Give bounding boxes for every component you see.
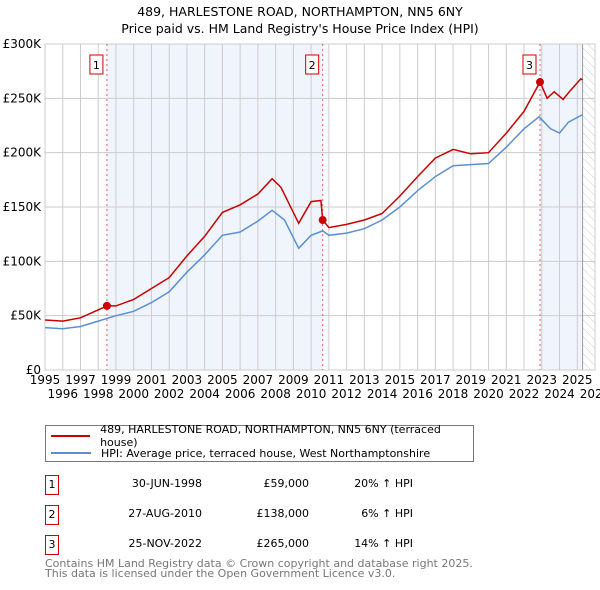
y-tick-label: £250K xyxy=(3,91,43,105)
x-tick-label: 1997 xyxy=(65,373,96,387)
sale-hpi: 6% ↑ HPI xyxy=(361,507,413,520)
plot-border xyxy=(44,43,596,371)
sale-date: 27-AUG-2010 xyxy=(128,507,202,520)
x-tick-label: 2013 xyxy=(349,373,380,387)
x-tick-label: 1995 xyxy=(30,373,61,387)
x-tick-label: 2019 xyxy=(456,373,487,387)
legend-label-property: 489, HARLESTONE ROAD, NORTHAMPTON, NN5 6… xyxy=(100,423,441,449)
sale-point xyxy=(102,301,111,310)
x-tick-label: 2007 xyxy=(243,373,274,387)
sale-label-box xyxy=(522,54,537,75)
sale-date: 30-JUN-1998 xyxy=(131,477,202,490)
sale-hpi: 20% ↑ HPI xyxy=(354,477,413,490)
x-tick-label: 1999 xyxy=(101,373,132,387)
x-tick-label: 2017 xyxy=(420,373,451,387)
price-chart: £0£50K£100K£150K£200K£250K£300K199519961… xyxy=(3,37,600,401)
x-tick-label: 2004 xyxy=(189,387,220,401)
sale-number: 2 xyxy=(45,505,59,525)
x-tick-label: 2000 xyxy=(118,387,149,401)
x-tick-label: 2026 xyxy=(580,387,600,401)
x-tick-label: 2022 xyxy=(509,387,540,401)
x-tick-label: 2023 xyxy=(527,373,558,387)
x-tick-label: 2024 xyxy=(544,387,575,401)
legend-swatch-hpi xyxy=(51,452,91,454)
x-tick-label: 2005 xyxy=(207,373,238,387)
y-tick-label: £150K xyxy=(3,200,43,214)
footer: Contains HM Land Registry data © Crown c… xyxy=(45,557,473,580)
sale-date: 25-NOV-2022 xyxy=(128,537,202,550)
x-tick-label: 2008 xyxy=(260,387,291,401)
x-tick-label: 2021 xyxy=(491,373,522,387)
y-tick-label: £200K xyxy=(3,146,43,160)
x-tick-label: 2002 xyxy=(154,387,185,401)
x-tick-label: 2009 xyxy=(278,373,309,387)
x-tick-label: 2003 xyxy=(172,373,203,387)
x-tick-label: 2016 xyxy=(402,387,433,401)
sale-number: 1 xyxy=(45,475,59,495)
sale-row: 3 25-NOV-2022 £265,000 14% ↑ HPI xyxy=(45,535,445,555)
x-tick-label: 2006 xyxy=(225,387,256,401)
sale-price: £265,000 xyxy=(256,537,310,550)
x-tick-label: 2025 xyxy=(562,373,593,387)
sale-row: 1 30-JUN-1998 £59,000 20% ↑ HPI xyxy=(45,475,445,495)
property-price-line xyxy=(44,77,583,322)
sale-point xyxy=(536,78,544,87)
x-tick-label: 1996 xyxy=(47,387,78,401)
legend: 489, HARLESTONE ROAD, NORTHAMPTON, NN5 6… xyxy=(45,423,474,462)
sale-row: 2 27-AUG-2010 £138,000 6% ↑ HPI xyxy=(45,505,445,525)
x-tick-label: 2011 xyxy=(314,373,345,387)
legend-swatch-property xyxy=(51,435,91,437)
sale-price: £138,000 xyxy=(256,507,310,520)
y-tick-label: £300K xyxy=(3,37,43,51)
chart-title: 489, HARLESTONE ROAD, NORTHAMPTON, NN5 6… xyxy=(137,4,463,19)
sale-number: 3 xyxy=(45,535,59,555)
sale-label: 3 xyxy=(526,59,533,72)
sale-point xyxy=(318,216,327,225)
x-tick-label: 2010 xyxy=(296,387,327,401)
x-tick-label: 2001 xyxy=(136,373,167,387)
chart-subtitle: Price paid vs. HM Land Registry's House … xyxy=(121,21,479,36)
sale-price: £59,000 xyxy=(263,477,310,490)
x-tick-label: 2012 xyxy=(331,387,362,401)
x-tick-label: 2020 xyxy=(473,387,504,401)
sale-hpi: 14% ↑ HPI xyxy=(354,537,413,550)
legend-label-hpi: HPI: Average price, terraced house, West… xyxy=(101,446,431,460)
sale-label: 2 xyxy=(309,59,316,72)
sale-label-box xyxy=(305,54,320,75)
y-tick-label: £50K xyxy=(10,309,42,323)
sale-label-box xyxy=(89,54,104,75)
y-tick-label: £0 xyxy=(26,363,41,377)
y-tick-label: £100K xyxy=(3,254,43,268)
hpi-line xyxy=(44,113,583,330)
footer-copyright: Contains HM Land Registry data © Crown c… xyxy=(45,557,473,570)
sale-label: 1 xyxy=(93,59,100,72)
footer-licence: This data is licensed under the Open Gov… xyxy=(45,567,396,580)
x-tick-label: 2015 xyxy=(385,373,416,387)
x-tick-label: 1998 xyxy=(83,387,114,401)
x-tick-label: 2014 xyxy=(367,387,398,401)
x-tick-label: 2018 xyxy=(438,387,469,401)
